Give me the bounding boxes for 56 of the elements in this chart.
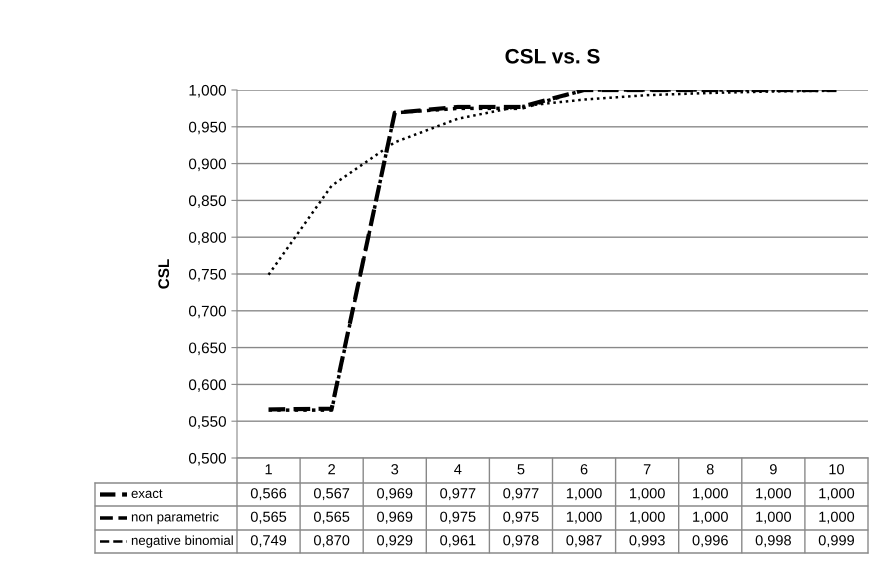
x-tick-label: 4 [454, 464, 462, 474]
data-label: 0,969 [377, 488, 412, 500]
data-label: 0,870 [314, 535, 350, 548]
legend-label: exact [132, 489, 162, 498]
x-tick-label: 9 [770, 464, 777, 474]
x-tick-label: 2 [328, 464, 335, 474]
data-label: 1,000 [819, 488, 854, 500]
y-tick-label: 0,650 [188, 342, 226, 356]
data-label: 0,996 [692, 535, 728, 548]
data-label: 0,961 [440, 535, 476, 548]
data-label: 0,987 [566, 535, 602, 548]
data-label: 1,000 [693, 512, 728, 524]
data-label: 0,999 [818, 535, 854, 548]
data-label: 0,929 [377, 535, 412, 548]
x-tick-label: 3 [391, 464, 398, 474]
y-tick-label: 0,700 [188, 306, 226, 318]
legend-label: non parametric [132, 512, 219, 524]
legend-label: negative binomial [132, 535, 233, 548]
data-label: 1,000 [693, 488, 728, 500]
y-axis-title: CSL [158, 259, 170, 289]
data-label: 0,998 [756, 535, 791, 548]
data-label: 1,000 [756, 488, 792, 500]
x-tick-label: 6 [580, 464, 588, 474]
y-tick-label: 0,750 [188, 268, 226, 282]
y-tick-label: 1,000 [190, 84, 226, 98]
data-label: 1,000 [630, 488, 665, 500]
y-tick-label: 0,800 [188, 232, 226, 245]
y-tick-label: 0,850 [188, 195, 226, 208]
data-label: 0,565 [250, 512, 286, 524]
x-tick-label: 8 [706, 464, 714, 474]
data-label: 0,969 [377, 512, 412, 524]
x-tick-label: 5 [517, 464, 524, 474]
data-label: 0,975 [440, 512, 476, 524]
x-tick-label: 7 [644, 464, 650, 474]
y-tick-label: 0,900 [188, 158, 226, 172]
data-label: 1,000 [566, 488, 602, 500]
y-tick-label: 0,550 [188, 416, 226, 429]
data-label: 0,977 [440, 488, 476, 500]
data-label: 1,000 [566, 512, 602, 524]
data-label: 1,000 [630, 512, 665, 524]
x-tick-label: 10 [829, 464, 844, 474]
data-label: 1,000 [756, 512, 792, 524]
data-label: 0,993 [629, 535, 665, 548]
data-label: 1,000 [819, 512, 854, 524]
data-label: 0,567 [314, 488, 350, 500]
y-tick-label: 0,500 [188, 452, 226, 466]
x-tick-label: 1 [266, 464, 272, 474]
data-label: 0,975 [503, 512, 539, 524]
data-label: 0,978 [503, 535, 539, 548]
data-label: 0,566 [250, 488, 286, 500]
y-tick-label: 0,600 [188, 379, 226, 392]
y-tick-label: 0,950 [188, 122, 226, 134]
data-label: 0,565 [314, 512, 350, 524]
chart-title: CSL vs. S [505, 48, 600, 64]
data-label: 0,977 [503, 488, 538, 500]
data-label: 0,749 [250, 535, 286, 548]
